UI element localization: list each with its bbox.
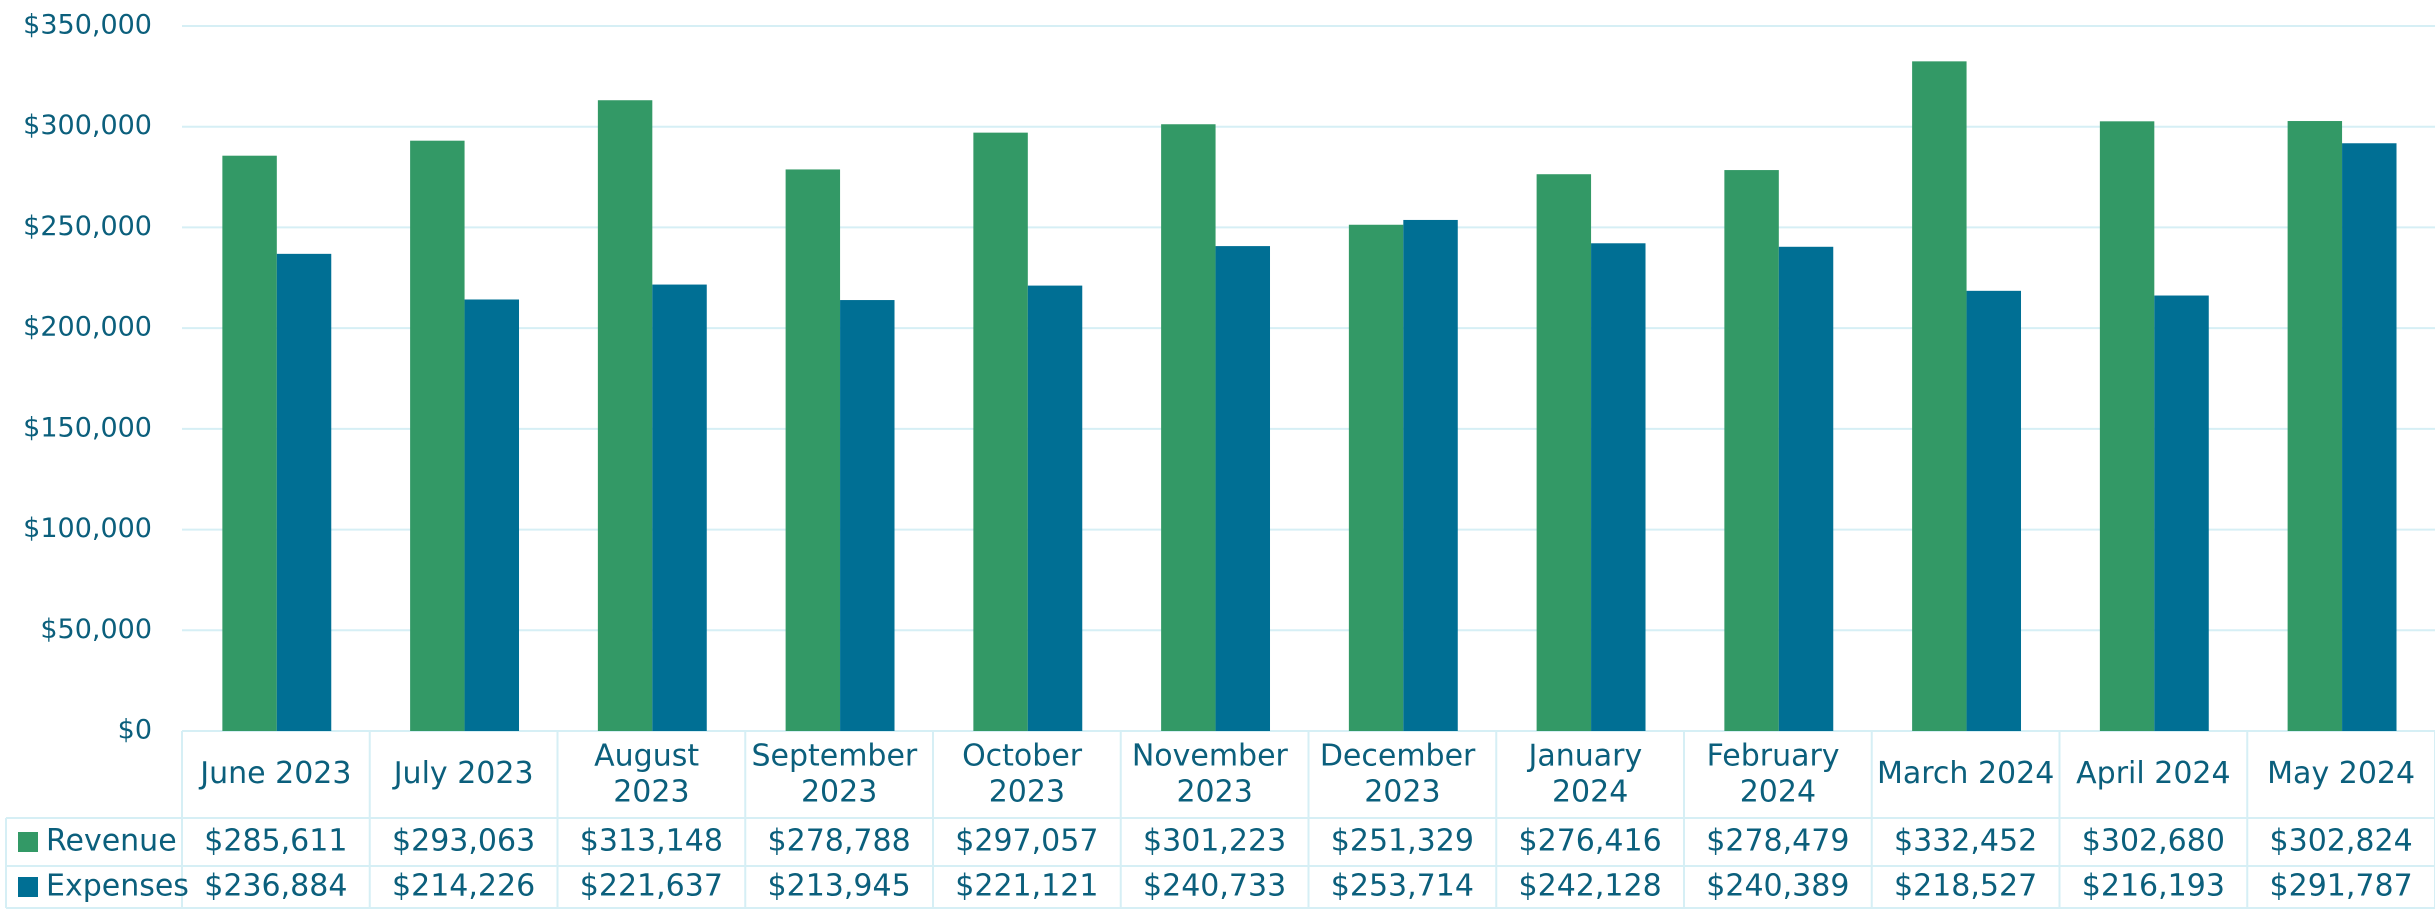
bar (276, 253, 332, 731)
table-value: $221,637 (580, 869, 723, 904)
x-tick-line: August (594, 738, 709, 773)
x-tick-line: September (751, 738, 926, 773)
x-tick-label: April 2024 (2076, 756, 2230, 791)
table-value: $213,945 (768, 869, 911, 904)
bar (1215, 246, 1271, 731)
x-tick-label: January 2024 (1526, 738, 1651, 809)
bar (2287, 121, 2343, 731)
table-value: $240,389 (1706, 869, 1849, 904)
x-tick-label: March 2024 (1877, 756, 2054, 791)
x-tick-line: 2024 (1552, 774, 1628, 809)
x-tick-line: 2023 (1364, 774, 1440, 809)
table-value: $251,329 (1331, 824, 1474, 859)
bar (597, 100, 653, 731)
x-tick-label: October 2023 (962, 738, 1092, 809)
x-tick-label: February 2024 (1707, 738, 1849, 809)
bar (2154, 295, 2209, 731)
x-tick-label: July 2023 (392, 756, 534, 791)
table-value: $313,148 (580, 824, 723, 859)
x-tick-line: 2023 (1176, 774, 1252, 809)
bar (785, 169, 841, 732)
legend-label: Expenses (46, 869, 189, 904)
bar (1161, 124, 1216, 732)
bar (1348, 224, 1404, 731)
table-value: $240,733 (1143, 869, 1286, 904)
bar (1912, 61, 1967, 732)
y-tick-label: $300,000 (23, 110, 152, 141)
table-value: $278,479 (1706, 824, 1849, 859)
table-value: $216,193 (2082, 869, 2225, 904)
y-tick-label: $50,000 (40, 614, 152, 645)
y-tick-label: $100,000 (23, 513, 152, 544)
bar (410, 140, 465, 732)
table-value: $301,223 (1143, 824, 1286, 859)
table-value: $332,452 (1894, 824, 2037, 859)
x-tick-line: November (1132, 738, 1298, 773)
x-tick-label: September 2023 (751, 738, 926, 809)
table-value: $302,680 (2082, 824, 2225, 859)
table-value: $293,063 (392, 824, 535, 859)
table-value: $276,416 (1519, 824, 1662, 859)
table-value: $302,824 (2270, 824, 2413, 859)
bar (1778, 246, 1834, 731)
table-value: $291,787 (2270, 869, 2413, 904)
x-tick-line: 2024 (1740, 774, 1816, 809)
x-tick-label: May 2024 (2267, 756, 2415, 791)
x-tick-line: 2023 (989, 774, 1065, 809)
bar (464, 299, 520, 731)
table-value: $285,611 (204, 824, 347, 859)
bar (1591, 243, 1646, 731)
bar (1724, 170, 1779, 732)
x-tick-line: 2023 (801, 774, 877, 809)
bar (1536, 174, 1592, 732)
bar (652, 284, 707, 731)
x-tick-line: February (1707, 738, 1849, 773)
bar (2342, 143, 2397, 731)
y-tick-label: $0 (118, 715, 152, 746)
bar (840, 300, 895, 731)
x-tick-label: December 2023 (1320, 738, 1485, 809)
legend-label: Revenue (46, 824, 177, 859)
table-value: $218,527 (1894, 869, 2037, 904)
table-value: $221,121 (955, 869, 1098, 904)
bar (973, 132, 1028, 731)
x-tick-label: August 2023 (594, 738, 709, 809)
bar (1027, 285, 1083, 731)
x-tick-line: December (1320, 738, 1485, 773)
table-value: $214,226 (392, 869, 535, 904)
y-tick-label: $200,000 (23, 312, 152, 343)
y-tick-label: $350,000 (23, 10, 152, 41)
bar (1403, 219, 1458, 731)
table-value: $236,884 (204, 869, 347, 904)
x-tick-line: 2023 (613, 774, 689, 809)
x-tick-label: June 2023 (198, 756, 351, 791)
x-tick-label: November 2023 (1132, 738, 1298, 809)
legend-marker (18, 832, 38, 852)
table-value: $297,057 (955, 824, 1098, 859)
bar (2099, 121, 2155, 732)
y-tick-label: $150,000 (23, 412, 152, 443)
table-value: $278,788 (768, 824, 911, 859)
x-tick-line: October (962, 738, 1092, 773)
legend-marker (18, 877, 38, 897)
table-value: $253,714 (1331, 869, 1474, 904)
bar (222, 155, 277, 731)
y-tick-label: $250,000 (23, 211, 152, 242)
table-value: $242,128 (1519, 869, 1662, 904)
x-tick-line: January (1526, 738, 1651, 773)
bar (1966, 290, 2022, 731)
